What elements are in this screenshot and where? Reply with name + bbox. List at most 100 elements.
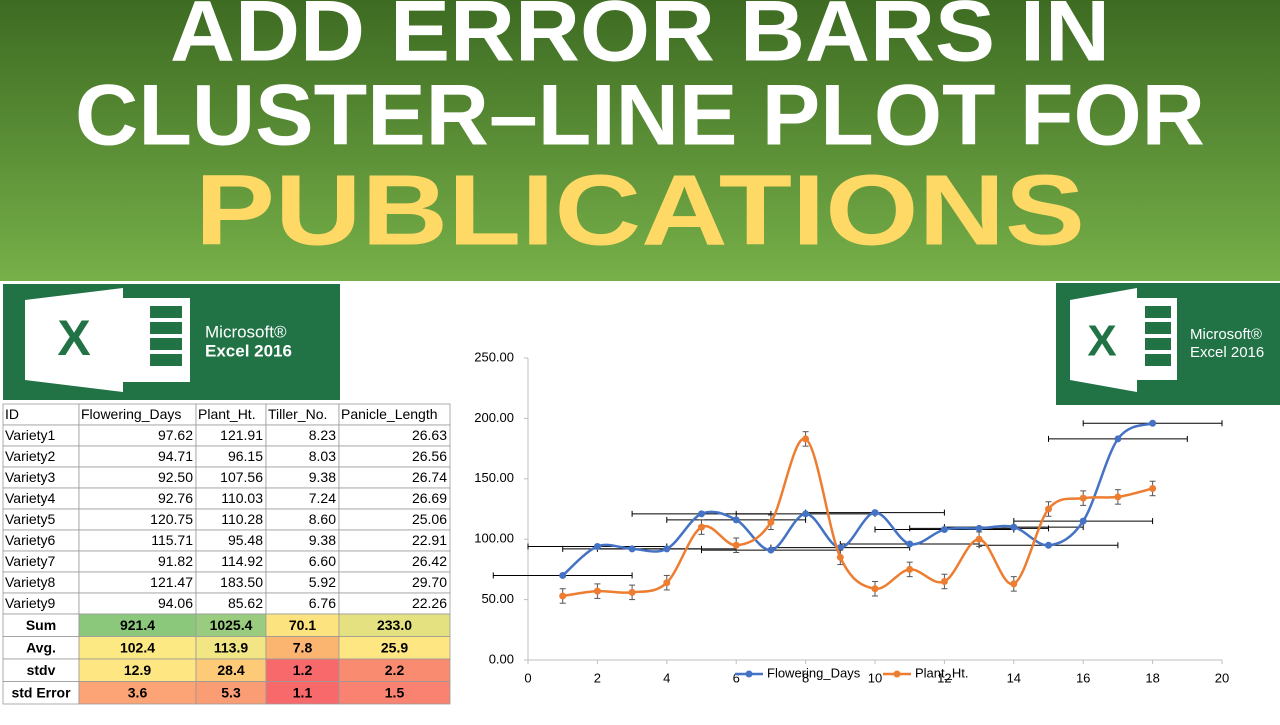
data-point [559,571,567,579]
svg-text:X: X [57,310,90,366]
cell-text: 5.3 [221,684,241,700]
cell-text: std Error [11,684,71,700]
data-point [975,524,983,532]
cell-text: 102.4 [120,639,155,655]
data-point [628,545,636,553]
data-point [975,535,983,543]
y-tick-label: 0.00 [489,651,514,666]
cell-text: 29.70 [412,574,447,590]
cell-text: 26.42 [412,553,447,569]
cell-text: 25.9 [381,639,408,655]
legend-label: Flowering_Days [767,665,861,680]
cell-text: Variety6 [5,532,56,548]
cell-text: Sum [26,617,56,633]
data-point [698,510,705,518]
x-tick-label: 20 [1215,670,1229,685]
data-point [593,587,601,595]
cell-text: 2.2 [385,662,405,678]
cell-text: 92.76 [158,490,193,506]
cell-text: 5.92 [309,574,336,590]
cell-text: 92.50 [158,469,193,485]
data-point [802,510,810,518]
data-point [732,516,740,524]
cell-text: 70.1 [289,617,316,633]
title-line: ADD ERROR BARS IN [170,0,1110,80]
cell-text: 107.56 [220,469,263,485]
cell-text: 9.38 [309,532,336,548]
data-point [1079,494,1087,502]
series-line [562,437,1153,598]
cell-text: Panicle_Length [341,406,438,422]
legend-label: Plant_Ht. [915,665,968,680]
data-point [663,545,671,553]
x-tick-label: 6 [733,670,740,685]
cell-text: 6.76 [309,595,336,611]
data-point [1114,435,1122,443]
cell-text: 26.56 [412,448,447,464]
x-tick-label: 8 [802,670,809,685]
cell-text: 183.50 [220,574,263,590]
data-point [732,541,740,549]
data-point [940,577,948,585]
cell-text: 94.06 [158,595,193,611]
data-point [906,565,914,573]
cell-text: 110.03 [221,490,263,506]
cell-text: 3.6 [128,684,148,700]
x-tick-label: 18 [1145,670,1159,685]
cell-text: 1.1 [293,684,313,700]
cell-text: Variety8 [5,574,56,590]
cell-text: 8.23 [309,427,336,443]
cell-text: stdv [27,662,56,678]
data-point [1045,541,1052,549]
cell-text: Plant_Ht. [198,406,256,422]
svg-text:X: X [1087,317,1116,366]
cell-text: 115.71 [151,532,193,548]
cell-text: 6.60 [309,553,336,569]
x-tick-label: 14 [1007,670,1021,685]
cell-text: 233.0 [377,617,412,633]
data-point [1079,517,1087,525]
data-point [1010,523,1018,531]
cell-text: 25.06 [412,511,447,527]
data-point [802,435,810,443]
cell-text: 921.4 [120,617,155,633]
cell-text: Variety5 [5,511,56,527]
y-tick-label: 200.00 [474,410,514,425]
cell-text: Flowering_Days [81,406,181,422]
cell-text: 7.8 [293,639,313,655]
cell-text: 114.92 [221,553,263,569]
cell-text: 91.82 [158,553,193,569]
data-point [698,523,705,531]
cell-text: 28.4 [217,662,244,678]
data-point [767,546,775,554]
data-point [906,540,914,548]
data-point [767,518,775,526]
y-tick-label: 150.00 [474,470,514,485]
cell-text: Variety2 [5,448,56,464]
cell-text: ID [5,406,19,422]
excel-logo: X Microsoft® Excel 2016 [1056,283,1280,405]
x-tick-label: 12 [937,670,951,685]
cell-text: 121.47 [150,574,193,590]
cell-text: 95.48 [228,532,263,548]
cell-text: 113.9 [214,639,248,655]
data-point [1010,580,1018,588]
x-tick-label: 10 [868,670,882,685]
cell-text: 120.75 [150,511,193,527]
cell-text: Avg. [26,639,56,655]
logo-brand: Microsoft® [1190,326,1262,343]
x-tick-label: 2 [594,670,601,685]
cell-text: 1.2 [293,662,313,678]
data-point [593,542,601,550]
cell-text: 1.5 [385,684,405,700]
data-point [836,553,844,561]
x-tick-label: 0 [524,670,531,685]
logo-product: Excel 2016 [205,341,292,360]
title-line: PUBLICATIONS [195,154,1085,266]
y-tick-label: 50.00 [481,591,514,606]
legend-marker [745,670,753,678]
table-cell [338,681,451,705]
cell-text: 110.28 [221,511,263,527]
cell-text: Tiller_No. [268,406,327,422]
cell-text: 96.15 [228,448,263,464]
